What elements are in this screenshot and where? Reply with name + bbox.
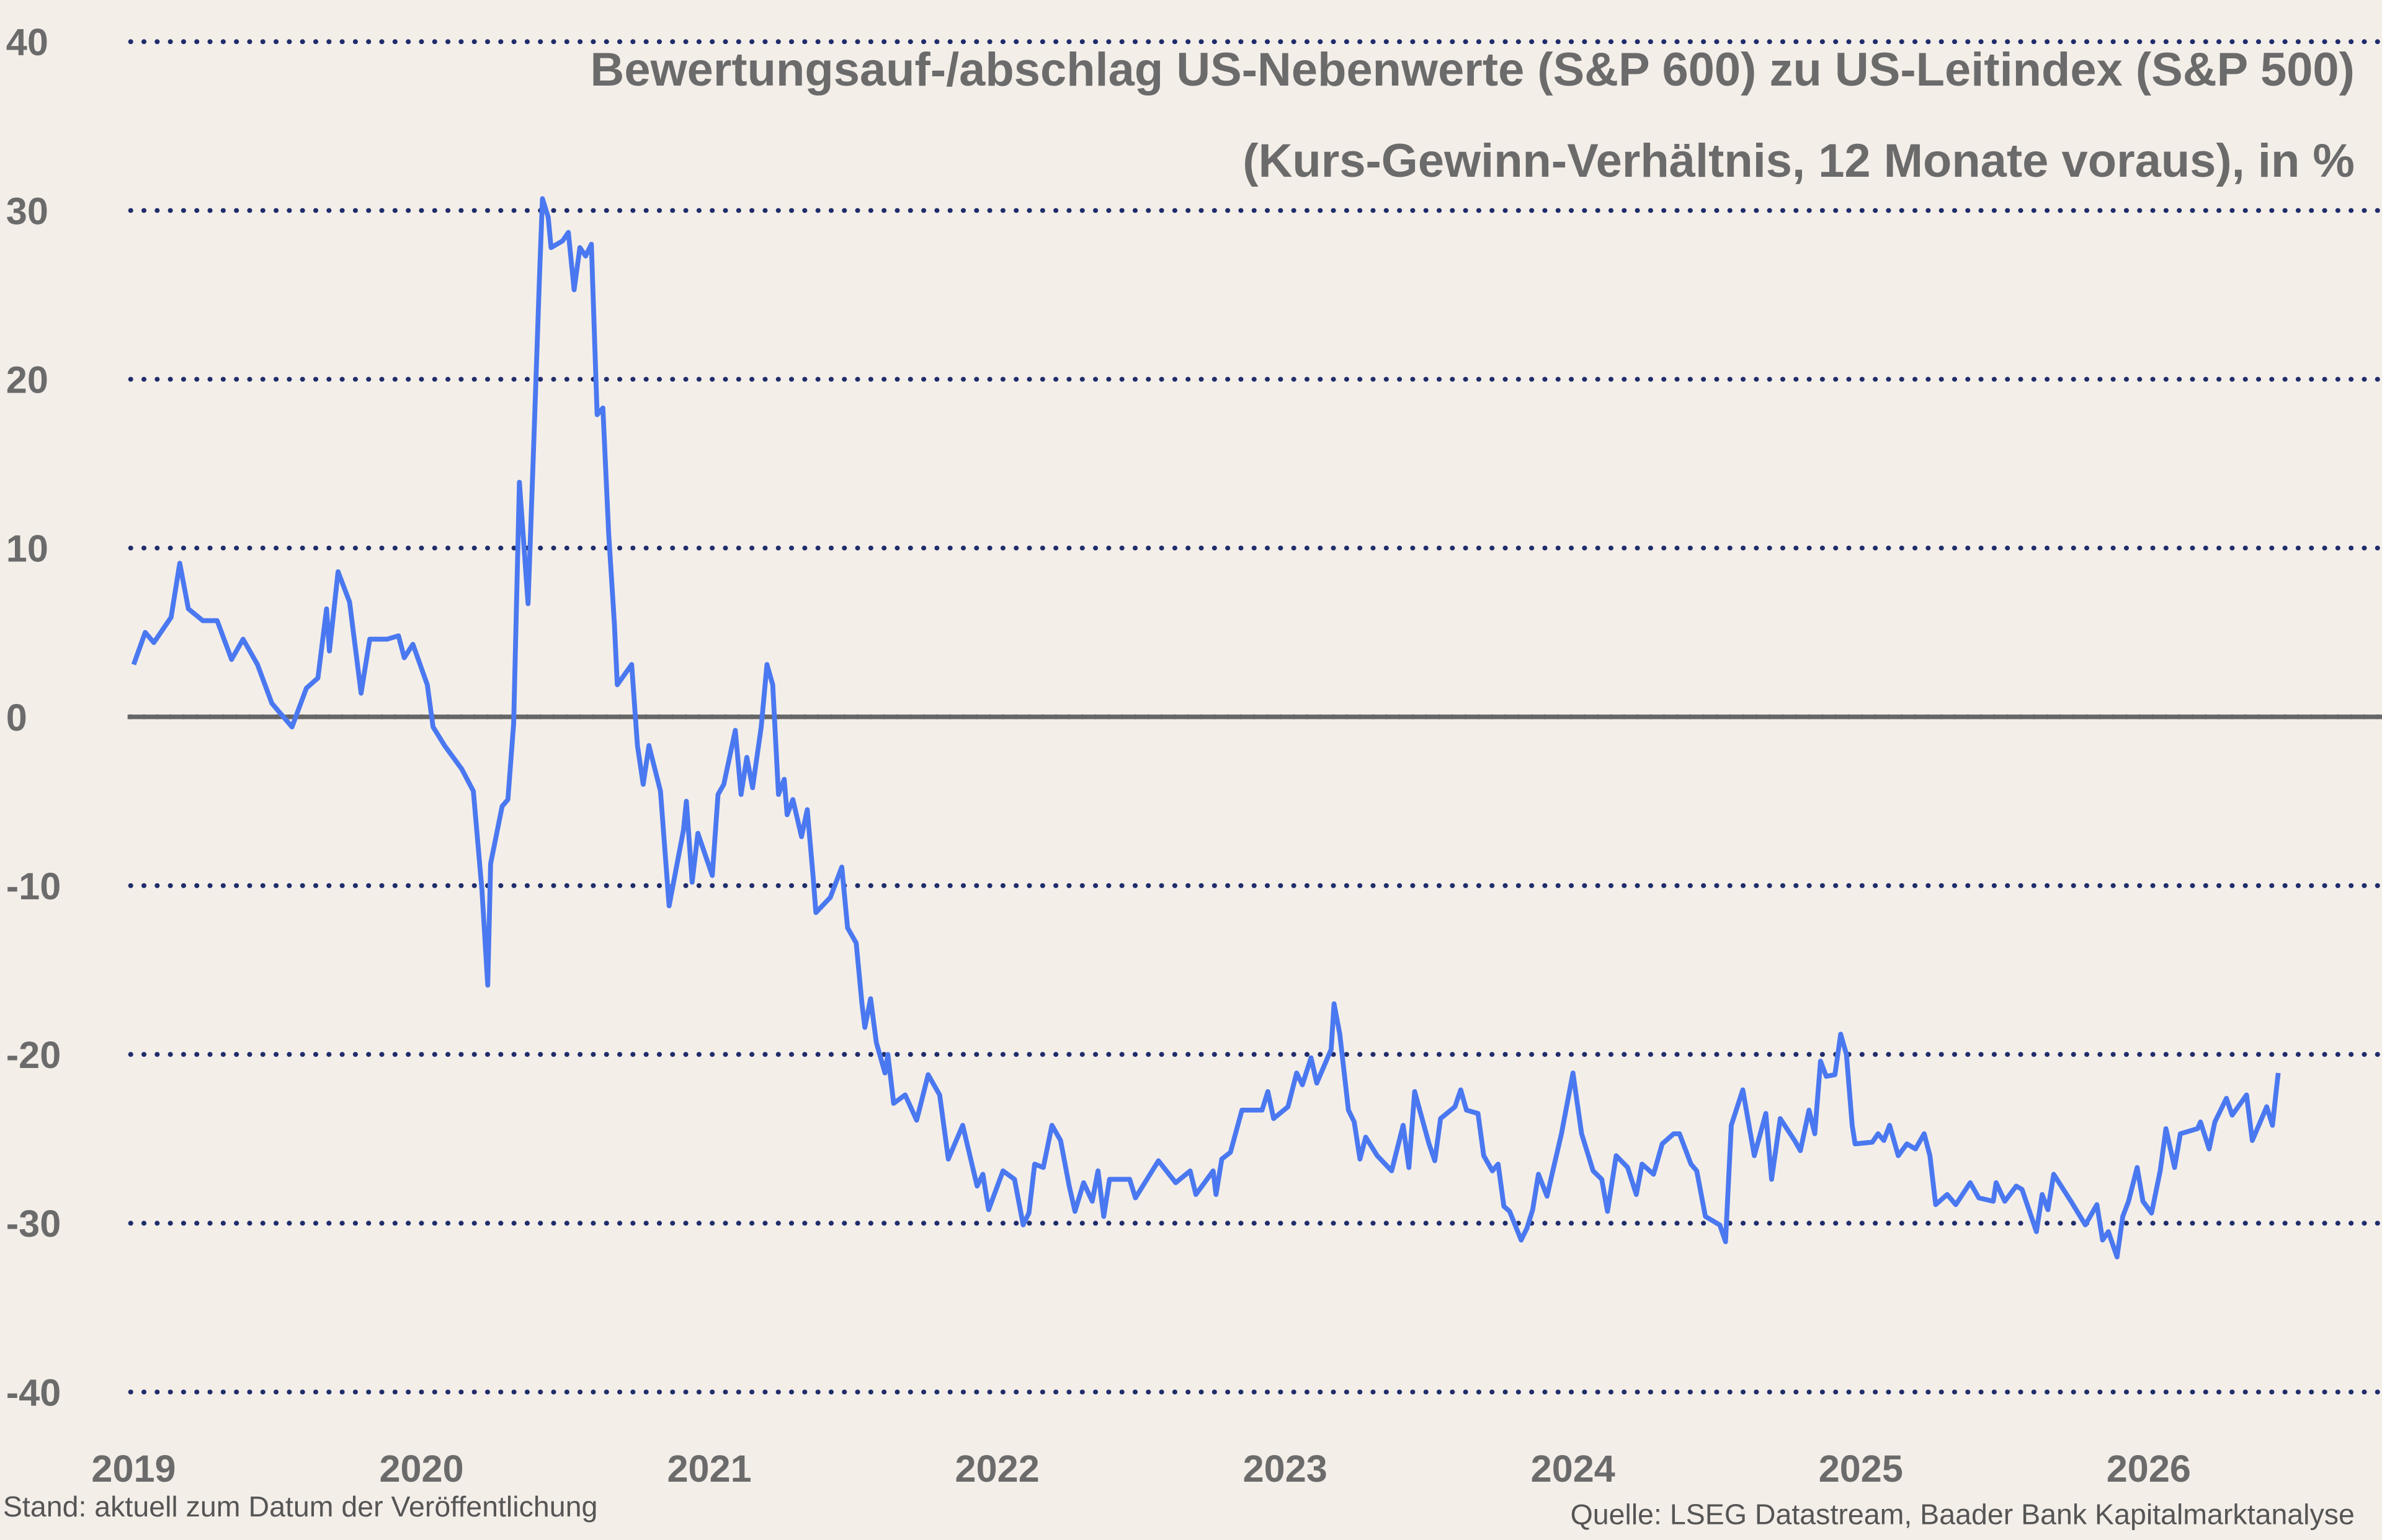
y-tick-label: -10 (6, 865, 61, 907)
x-tick-label: 2020 (379, 1448, 463, 1490)
x-tick-label: 2022 (955, 1448, 1040, 1490)
data-line (131, 196, 2281, 1260)
x-tick-label: 2025 (1819, 1448, 1903, 1490)
y-tick-label: 10 (6, 528, 48, 570)
source: Quelle: LSEG Datastream, Baader Bank Kap… (1571, 1498, 2355, 1530)
y-tick-label: 20 (6, 359, 48, 401)
x-tick-label: 2019 (91, 1448, 176, 1490)
y-tick-label: 0 (6, 697, 27, 739)
plot (131, 196, 2281, 1260)
chart-title: Bewertungsauf-/abschlag US-Nebenwerte (S… (591, 43, 2355, 96)
y-tick-label: -30 (6, 1203, 61, 1245)
x-tick-label: 2023 (1243, 1448, 1327, 1490)
y-tick-label: -20 (6, 1034, 61, 1076)
footnote: Stand: aktuell zum Datum der Veröffentli… (3, 1490, 597, 1523)
chart-subtitle: (Kurs-Gewinn-Verhältnis, 12 Monate vorau… (1242, 135, 2355, 187)
y-tick-label: -40 (6, 1371, 61, 1413)
x-tick-label: 2024 (1531, 1448, 1615, 1490)
x-tick-label: 2026 (2107, 1448, 2191, 1490)
y-tick-label: 40 (6, 21, 48, 63)
x-tick-label: 2021 (667, 1448, 752, 1490)
y-tick-label: 30 (6, 190, 48, 232)
